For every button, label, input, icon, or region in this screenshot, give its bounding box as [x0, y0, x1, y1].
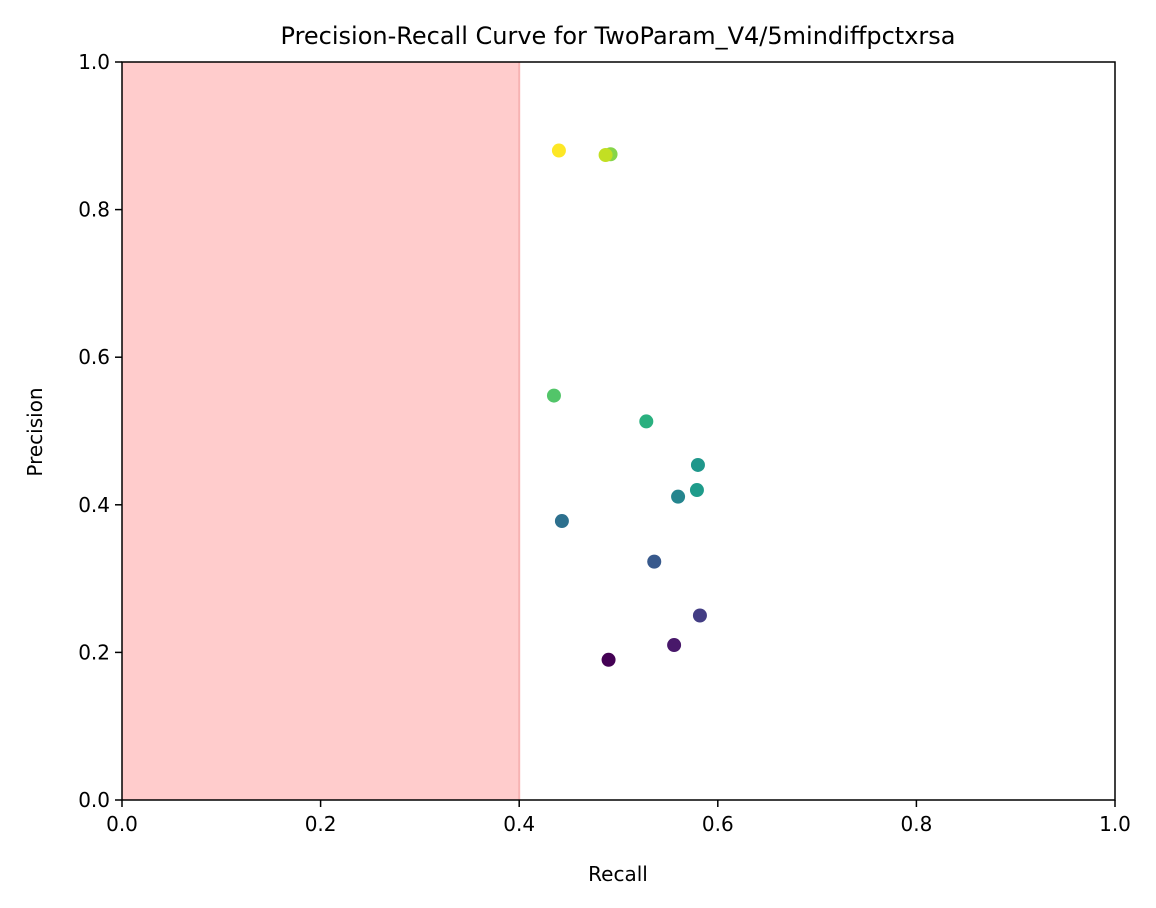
data-point: [690, 457, 705, 472]
y-tick-label: 0.6: [78, 345, 110, 369]
x-tick-label: 1.0: [1099, 812, 1131, 836]
y-tick-label: 1.0: [78, 50, 110, 74]
y-axis-title: Precision: [23, 387, 47, 476]
x-axis: 0.0 0.2 0.4 0.6 0.8 1.0: [106, 800, 1131, 836]
x-tick-label: 0.4: [503, 812, 535, 836]
data-point: [598, 147, 613, 162]
data-point: [639, 414, 654, 429]
data-point: [689, 483, 704, 498]
data-point: [692, 608, 707, 623]
data-point: [551, 143, 566, 158]
data-point: [554, 514, 569, 529]
x-tick-label: 0.2: [305, 812, 337, 836]
x-tick-label: 0.6: [702, 812, 734, 836]
plot-area: [121, 61, 1116, 801]
x-tick-label: 0.8: [900, 812, 932, 836]
data-point: [546, 388, 561, 403]
y-tick-label: 0.4: [78, 493, 110, 517]
x-axis-title: Recall: [588, 862, 648, 886]
y-tick-label: 0.0: [78, 788, 110, 812]
y-tick-label: 0.8: [78, 198, 110, 222]
data-points: [546, 143, 707, 667]
shaded-region: [122, 62, 520, 800]
data-point: [667, 638, 682, 653]
x-tick-label: 0.0: [106, 812, 138, 836]
data-point: [671, 489, 686, 504]
chart-title: Precision-Recall Curve for TwoParam_V4/5…: [281, 22, 956, 50]
y-axis: 0.0 0.2 0.4 0.6 0.8 1.0: [78, 50, 122, 812]
y-tick-label: 0.2: [78, 640, 110, 664]
plot-frame: [121, 61, 1116, 801]
data-point: [647, 554, 662, 569]
data-point: [601, 652, 616, 667]
